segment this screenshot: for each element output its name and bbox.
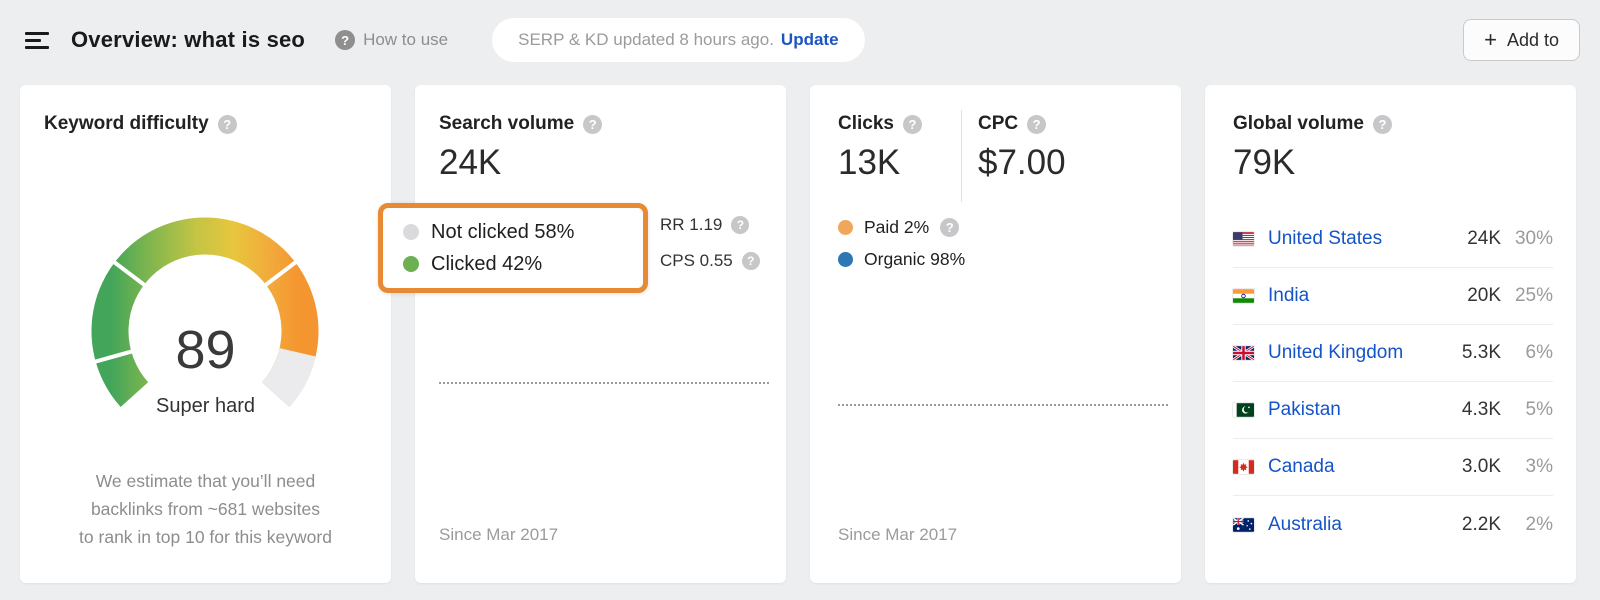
country-link[interactable]: Australia (1268, 513, 1342, 535)
clicks-title: Clicks (838, 113, 894, 134)
paid-legend-row: Paid 2% (838, 217, 960, 238)
country-link[interactable]: United Kingdom (1268, 342, 1404, 363)
flag-canada-icon (1233, 460, 1254, 474)
help-icon[interactable] (335, 30, 356, 50)
cps-help-icon[interactable] (741, 252, 760, 270)
country-share: 6% (1525, 342, 1553, 363)
global-volume-help-icon[interactable] (1372, 114, 1392, 134)
country-volume: 2.2K (1461, 513, 1501, 535)
search-volume-value: 24K (439, 143, 502, 182)
country-volume: 20K (1467, 285, 1501, 306)
country-row-united-states: United States 24K 30% (1233, 211, 1553, 268)
country-row-australia: Australia 2.2K 2% (1233, 496, 1553, 553)
keyword-difficulty-card: Keyword difficulty (20, 85, 391, 583)
flag-pakistan-icon (1233, 403, 1254, 417)
keyword-difficulty-help-icon[interactable] (217, 114, 237, 134)
global-volume-card: Global volume 79K United States 24K 30% (1205, 85, 1576, 583)
search-volume-chart (439, 333, 769, 516)
clicked-legend-annotation: Not clicked 58% Clicked 42% (378, 203, 648, 293)
update-status-text: SERP & KD updated 8 hours ago. (518, 30, 774, 49)
flag-india-icon (1233, 289, 1254, 303)
flag-us-icon (1233, 232, 1254, 246)
country-row-pakistan: Pakistan 4.3K 5% (1233, 382, 1553, 439)
country-share: 30% (1514, 228, 1553, 249)
return-rate-value: RR 1.19 (660, 215, 723, 234)
page-title: Overview: what is seo (71, 27, 306, 52)
country-link[interactable]: India (1268, 285, 1310, 306)
country-row-united-kingdom: United Kingdom 5.3K 6% (1233, 325, 1553, 382)
clicks-help-icon[interactable] (902, 114, 922, 134)
plus-icon (1484, 29, 1497, 52)
clicked-label: Clicked 42% (431, 252, 543, 275)
clicks-value: 13K (838, 143, 901, 182)
cpc-title-row: CPC (978, 113, 1047, 135)
search-volume-title: Search volume (439, 113, 575, 134)
not-clicked-legend-row: Not clicked 58% (403, 221, 643, 244)
add-to-button[interactable]: Add to (1463, 19, 1580, 61)
update-link[interactable]: Update (780, 30, 839, 49)
keyword-difficulty-title: Keyword difficulty (44, 113, 209, 134)
country-volume: 4.3K (1461, 399, 1501, 420)
cps-value: CPS 0.55 (660, 251, 733, 270)
difficulty-score: 89 (175, 320, 236, 380)
not-clicked-dot-icon (403, 224, 419, 240)
country-volume: 24K (1467, 228, 1501, 249)
country-link[interactable]: United States (1268, 228, 1383, 249)
update-status-pill: SERP & KD updated 8 hours ago. Update (492, 18, 865, 62)
how-to-use-link[interactable]: How to use (335, 30, 448, 50)
search-volume-since: Since Mar 2017 (439, 525, 559, 544)
metrics-cards-row: Keyword difficulty (0, 80, 1600, 583)
global-volume-value: 79K (1233, 143, 1296, 182)
top-bar: Overview: what is seo How to use SERP & … (0, 0, 1600, 80)
clicks-cpc-divider (961, 110, 962, 202)
add-to-label: Add to (1506, 29, 1559, 50)
clicked-legend-row: Clicked 42% (403, 253, 643, 276)
search-volume-help-icon[interactable] (583, 114, 603, 134)
organic-label: Organic 98% (864, 249, 966, 269)
global-volume-title: Global volume (1233, 113, 1364, 134)
paid-label: Paid 2% (864, 217, 930, 237)
cpc-help-icon[interactable] (1027, 114, 1047, 134)
return-rate-row: RR 1.19 (660, 215, 750, 235)
cpc-title: CPC (978, 113, 1019, 134)
cps-row: CPS 0.55 (660, 251, 760, 271)
difficulty-rating: Super hard (156, 395, 255, 417)
flag-uk-icon (1233, 346, 1254, 360)
country-share: 25% (1514, 285, 1553, 306)
difficulty-gauge (75, 211, 335, 417)
clicks-since: Since Mar 2017 (838, 525, 958, 544)
country-row-india: India 20K 25% (1233, 268, 1553, 325)
cpc-value: $7.00 (978, 143, 1066, 182)
country-link[interactable]: Pakistan (1268, 399, 1341, 420)
clicked-dot-icon (403, 256, 419, 272)
country-volume: 5.3K (1461, 342, 1501, 363)
difficulty-note: We estimate that you’ll need backlinks f… (79, 471, 332, 547)
clicks-chart (838, 333, 1168, 516)
country-volume-list: United States 24K 30% India 20K 25% (1233, 211, 1553, 553)
organic-legend-row: Organic 98% (838, 249, 965, 270)
organic-dot-icon (838, 252, 853, 267)
return-rate-help-icon[interactable] (731, 216, 750, 234)
paid-dot-icon (838, 220, 853, 235)
menu-icon[interactable] (25, 31, 49, 49)
search-volume-card: Search volume 24K Not clicked 58% Clicke… (378, 85, 786, 583)
how-to-use-label: How to use (363, 30, 449, 49)
flag-australia-icon (1233, 517, 1254, 532)
country-share: 2% (1525, 513, 1553, 535)
country-share: 3% (1525, 456, 1553, 477)
country-link[interactable]: Canada (1268, 456, 1335, 477)
country-volume: 3.0K (1461, 456, 1501, 477)
clicks-card: Clicks 13K CPC $7.00 Paid 2% Organic 98%… (810, 85, 1181, 583)
paid-help-icon[interactable] (940, 218, 960, 237)
not-clicked-label: Not clicked 58% (431, 220, 575, 243)
country-share: 5% (1525, 399, 1553, 420)
country-row-canada: Canada 3.0K 3% (1233, 439, 1553, 496)
